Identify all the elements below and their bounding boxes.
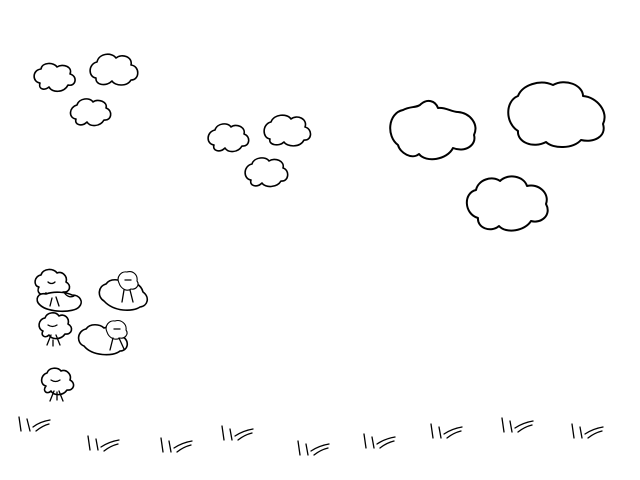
grass-tuft-8: [501, 417, 534, 433]
cloud-small-5: [263, 114, 312, 147]
grass-tuft-4: [221, 425, 254, 441]
character-sprite-3: [38, 312, 73, 347]
grass-tuft-7: [430, 423, 463, 439]
cloud-large-2: [507, 81, 606, 148]
character-sprite-4: [77, 320, 129, 356]
cloud-small-4: [207, 123, 250, 153]
grass-tuft-5: [297, 440, 330, 456]
character-sprite-1: [34, 268, 82, 313]
cloud-small-6: [244, 157, 289, 188]
cloud-small-2: [89, 53, 139, 86]
character-sprite-2: [98, 271, 149, 311]
character-sprite-6: [63, 291, 75, 298]
cloud-large-3: [465, 175, 549, 232]
grass-tuft-6: [363, 433, 396, 449]
cloud-small-1: [33, 62, 76, 93]
grass-tuft-9: [571, 423, 604, 439]
cloud-small-3: [69, 98, 112, 127]
grass-tuft-1: [18, 416, 51, 432]
grass-tuft-3: [160, 437, 193, 453]
character-sprite-5: [40, 367, 75, 402]
grass-tuft-2: [87, 435, 120, 452]
cloud-large-1: [389, 99, 477, 161]
